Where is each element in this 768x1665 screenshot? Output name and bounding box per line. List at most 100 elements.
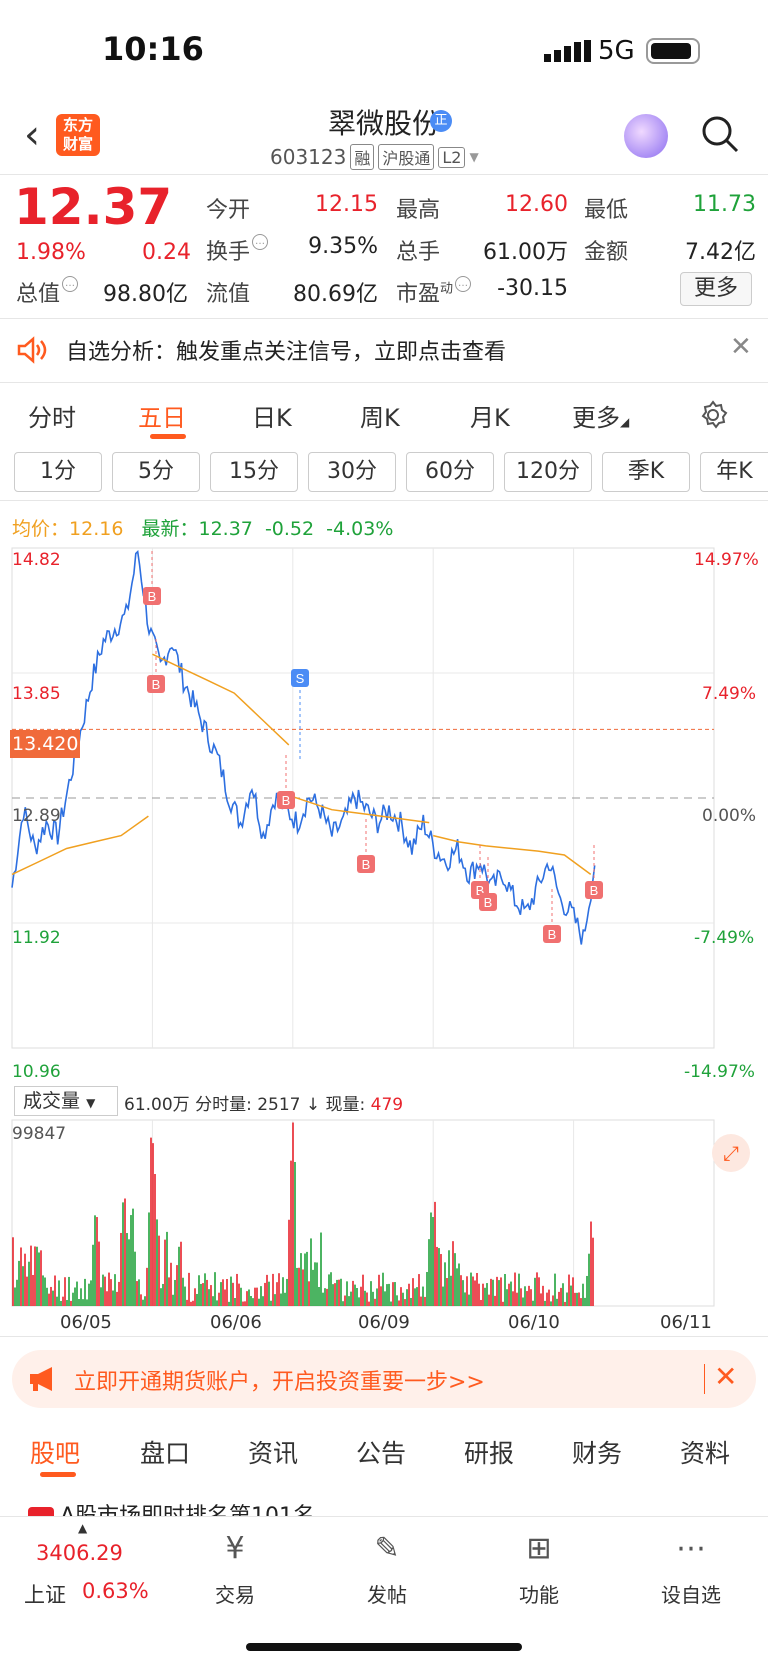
period-5min[interactable]: 5分 [112,452,200,492]
status-bar: 10:16 5G [0,0,768,100]
tab-announcements[interactable]: 公告 [356,1439,407,1468]
gear-icon[interactable] [698,400,728,430]
back-icon[interactable]: ‹ [24,112,40,158]
index-name[interactable]: 上证 [24,1583,66,1607]
tab-news[interactable]: 资讯 [248,1439,299,1468]
low-value: 11.73 [693,192,756,217]
marker-label: B [148,589,157,604]
period-30min[interactable]: 30分 [308,452,396,492]
tab-order-book[interactable]: 盘口 [140,1439,191,1468]
stock-name: 翠微股份 [327,107,440,140]
x-tick-date: 06/10 [508,1312,560,1333]
y-tick-right: 0.00% [702,806,757,826]
volume-info: 61.00万 分时量: 2517 ↓ 现量: 479 [124,1095,404,1115]
price-line [11,550,596,945]
nav-functions[interactable]: 功能 [519,1583,559,1607]
tab-forum[interactable]: 股吧 [30,1439,81,1468]
y-tick-right: -7.49% [694,928,755,948]
close-icon[interactable]: ✕ [730,332,752,362]
period-60min[interactable]: 60分 [406,452,494,492]
period-120min[interactable]: 120分 [504,452,592,492]
y-tick-left: 14.82 [12,550,61,570]
amount-value: 7.42亿 [685,240,756,265]
high-value: 12.60 [505,192,568,217]
battery-icon [646,38,700,64]
alert-text: 自选分析：触发重点关注信号，立即点击查看 [66,340,507,365]
period-quarter-k[interactable]: 季K [602,452,690,492]
marker-badge [291,669,309,687]
nav-trade[interactable]: 交易 [215,1583,255,1607]
divider [704,1364,705,1394]
y-tick-right: 14.97% [694,550,759,570]
l2-tag: L2 [438,146,466,168]
x-tick-date: 06/09 [358,1312,410,1333]
change-percent: 1.98% [16,240,86,265]
x-tick-date: 06/06 [210,1312,262,1333]
period-15min[interactable]: 15分 [210,452,298,492]
volume-max: 99847 [12,1124,67,1144]
edit-icon[interactable]: ✎ [374,1531,400,1566]
chart-legend: 均价：12.16 最新：12.37 -0.52 -4.03% [12,518,394,540]
y-tick-left: 11.92 [12,928,61,948]
amount-label: 金额 [584,240,629,265]
average-line [433,834,592,876]
status-badge: 正 [430,110,452,132]
y-tick-right: 7.49% [702,684,757,704]
more-dots-icon[interactable]: ⋯ [676,1531,706,1566]
connect-tag: 沪股通 [378,144,435,170]
mktcap-value: 98.80亿 [103,282,188,307]
marker-label: S [296,671,305,686]
assistant-avatar[interactable] [624,114,668,158]
period-1min[interactable]: 1分 [14,452,102,492]
close-icon[interactable]: ✕ [714,1360,738,1393]
tab-more[interactable]: 更多◢ [572,404,630,432]
tab-daily-k[interactable]: 日K [252,404,292,432]
float-cap-value: 80.69亿 [293,282,378,307]
signal-alert-banner[interactable]: 自选分析：触发重点关注信号，立即点击查看 ✕ [0,320,768,380]
y-tick-left: 13.85 [12,684,61,704]
clock: 10:16 [102,30,204,68]
turnover-label: 换手… [206,234,269,266]
tab-five-day[interactable]: 五日 [138,404,186,432]
futures-banner[interactable]: 立即开通期货账户，开启投资重要一步>> ✕ [12,1350,756,1408]
yen-icon[interactable]: ¥ [225,1531,245,1566]
active-tab-indicator [40,1472,76,1477]
tab-intraday[interactable]: 分时 [28,404,76,432]
marker-label: B [548,927,557,942]
chevron-down-icon[interactable]: ▼ [469,150,479,164]
tab-financials[interactable]: 财务 [572,1439,623,1468]
nav-post[interactable]: 发帖 [367,1583,407,1607]
change-amount: 0.24 [142,240,191,265]
tab-research[interactable]: 研报 [464,1439,515,1468]
x-tick-date: 06/11 [660,1312,712,1333]
active-tab-indicator [150,434,186,439]
index-value[interactable]: 3406.29 [36,1541,123,1565]
search-icon[interactable] [700,114,740,154]
low-label: 最低 [584,198,629,223]
expand-icon[interactable]: ⤢ [712,1134,750,1172]
index-pct[interactable]: 0.63% [82,1579,149,1603]
speaker-icon [17,336,47,364]
x-tick-date: 06/05 [60,1312,112,1333]
tab-profile[interactable]: 资料 [680,1439,731,1468]
nav-add-watchlist[interactable]: 设自选 [661,1583,721,1607]
average-line [292,795,430,824]
grid-icon[interactable]: ⊞ [526,1531,552,1566]
indicator-select[interactable]: 成交量 ▼ [14,1086,118,1116]
signal-icon [544,40,591,62]
marker-badge [479,893,497,911]
turnover-value: 9.35% [308,234,378,259]
marker-label: B [476,883,485,898]
tab-weekly-k[interactable]: 周K [360,404,400,432]
period-year-k[interactable]: 年K [700,452,768,492]
crosshair-label: 13.420 [10,730,80,758]
marker-label: B [362,857,371,872]
marker-label: B [484,895,493,910]
y-tick-right: -14.97% [684,1062,755,1082]
marker-badge [357,855,375,873]
more-button[interactable]: 更多 [680,272,752,306]
app-logo: 东方 财富 [56,114,100,156]
bottom-nav: ▲ 3406.29 上证 0.63% ¥ 交易 ✎ 发帖 ⊞ 功能 ⋯ 设自选 [0,1516,768,1665]
tab-monthly-k[interactable]: 月K [470,404,510,432]
